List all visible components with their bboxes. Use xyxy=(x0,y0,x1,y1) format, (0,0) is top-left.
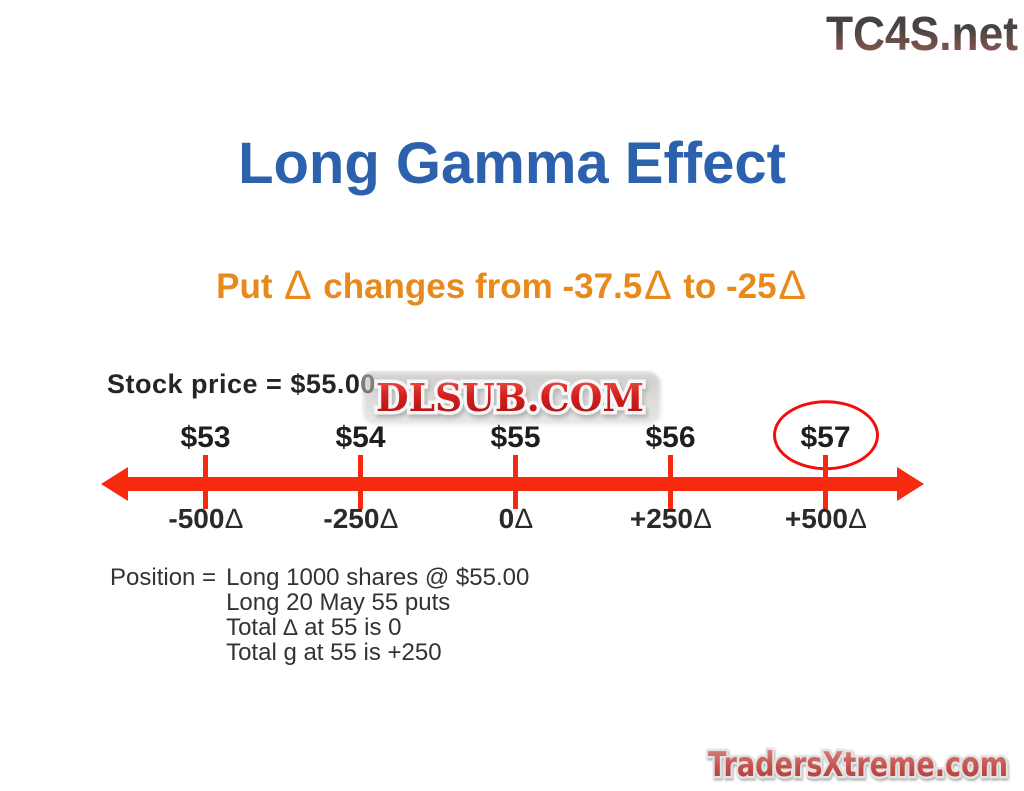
right-arrowhead-icon xyxy=(897,467,924,501)
dlsub-watermark-text: DLSUB.COM xyxy=(376,375,644,420)
left-arrowhead-icon xyxy=(101,467,128,501)
delta-symbol: ∆ xyxy=(283,614,298,640)
delta-symbol: ∆ xyxy=(225,503,243,534)
price-label: $56 xyxy=(645,421,696,454)
price-label: $53 xyxy=(180,421,231,454)
delta-symbol: ∆ xyxy=(380,503,398,534)
axis-tick xyxy=(593,455,748,509)
delta-symbol: ∆ xyxy=(645,262,671,308)
delta-label: +250 ∆ xyxy=(629,503,712,534)
delta-label: 0 ∆ xyxy=(498,503,533,534)
tick-mark xyxy=(358,455,363,509)
delta-symbol: ∆ xyxy=(848,503,867,534)
price-label: $55 xyxy=(490,421,541,454)
delta-symbol: ∆ xyxy=(779,262,805,308)
position-line: Total ∆ at 55 is 0 xyxy=(226,614,402,641)
tick-mark xyxy=(513,455,518,509)
axis-tick xyxy=(128,455,283,509)
delta-label: -500 ∆ xyxy=(168,503,243,534)
price-label: $57 xyxy=(748,400,903,471)
tick-mark xyxy=(823,455,828,509)
axis-tick xyxy=(438,455,593,509)
watermark-panel xyxy=(362,371,658,421)
position-line: Long 1000 shares @ $55.00 xyxy=(226,564,530,591)
axis-tick xyxy=(748,455,903,509)
price-label: $54 xyxy=(335,421,386,454)
position-line: Long 20 May 55 puts xyxy=(226,589,451,616)
tick-mark xyxy=(203,455,208,509)
dlsub-watermark: DLSUB.COM xyxy=(362,371,658,424)
tradersxtreme-logo-text: TradersXtreme.com xyxy=(708,745,1008,785)
tc4s-logo-text: TC4S.net xyxy=(826,8,1018,61)
axis-ticks xyxy=(128,455,903,509)
subtitle: Put ∆ changes from -37.5∆ to -25∆ xyxy=(216,262,805,308)
delta-labels: -500 ∆ -250 ∆ 0 ∆ +250 ∆ +500 ∆ xyxy=(128,501,903,537)
position-lines: Long 1000 shares @ $55.00 Long 20 May 55 … xyxy=(226,565,529,665)
delta-label: -250 ∆ xyxy=(323,503,398,534)
position-block: Position = Long 1000 shares @ $55.00 Long… xyxy=(110,565,529,665)
position-line: Total g at 55 is +250 xyxy=(226,639,442,666)
delta-symbol: ∆ xyxy=(515,503,533,534)
axis-tick xyxy=(283,455,438,509)
page-title: Long Gamma Effect xyxy=(238,131,786,196)
position-equals-label: Position = xyxy=(110,564,217,591)
tick-mark xyxy=(668,455,673,509)
tc4s-logo: TC4S.net xyxy=(826,8,1018,61)
delta-symbol: ∆ xyxy=(693,503,712,534)
stock-price-label: Stock price = $55.00 xyxy=(107,369,376,399)
delta-symbol: ∆ xyxy=(285,262,311,308)
delta-label: +500 ∆ xyxy=(784,503,867,534)
tradersxtreme-logo: TradersXtreme.com xyxy=(706,743,1011,788)
